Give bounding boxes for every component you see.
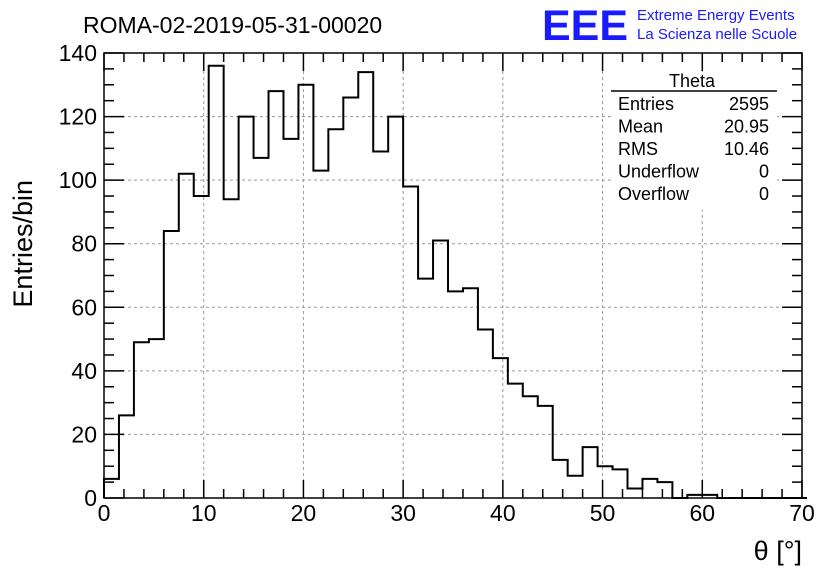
stats-row-label: Entries xyxy=(618,94,674,114)
eee-logo: EEE Extreme Energy Events La Scienza nel… xyxy=(542,2,797,50)
stats-row-value: 0 xyxy=(759,184,769,204)
eee-logo-mark: EEE xyxy=(542,2,628,50)
grid-lines xyxy=(104,53,802,498)
stats-row-value: 2595 xyxy=(729,94,769,114)
stats-row-label: Mean xyxy=(618,117,663,137)
stats-row-value: 0 xyxy=(759,162,769,182)
y-tick-label: 120 xyxy=(59,104,97,130)
y-tick-label: 100 xyxy=(59,167,97,193)
y-tick-labels: 0 20 40 60 80 100 120 140 xyxy=(59,40,97,511)
x-tick-label: 0 xyxy=(98,500,111,526)
stats-row-label: Underflow xyxy=(618,162,700,182)
histogram-series xyxy=(103,64,807,499)
y-tick-label: 80 xyxy=(71,231,97,257)
stats-row-value: 10.46 xyxy=(724,139,769,159)
x-tick-label: 20 xyxy=(291,500,317,526)
x-axis-label: θ [°] xyxy=(754,536,802,566)
y-tick-label: 20 xyxy=(71,421,97,447)
x-tick-label: 70 xyxy=(789,500,815,526)
y-tick-label: 60 xyxy=(71,294,97,320)
x-tick-label: 10 xyxy=(191,500,217,526)
chart-title: ROMA-02-2019-05-31-00020 xyxy=(83,12,382,38)
stats-row-label: RMS xyxy=(618,139,658,159)
x-tick-label: 60 xyxy=(689,500,715,526)
y-tick-label: 40 xyxy=(71,358,97,384)
eee-logo-line2: La Scienza nelle Scuole xyxy=(637,26,797,43)
x-tick-label: 40 xyxy=(490,500,516,526)
stats-box: Theta Entries 2595 Mean 20.95 RMS 10.46 Underf… xyxy=(611,71,777,210)
stats-box-title: Theta xyxy=(669,71,716,91)
x-tick-labels: 0 10 20 30 40 50 60 70 xyxy=(98,500,815,526)
y-tick-label: 140 xyxy=(59,40,97,66)
stats-row-value: 20.95 xyxy=(724,117,769,137)
stats-box-background xyxy=(611,72,777,210)
y-axis-label: Entries/bin xyxy=(8,180,38,308)
y-tick-label: 0 xyxy=(84,485,97,511)
axis-ticks xyxy=(103,52,803,499)
x-tick-label: 50 xyxy=(590,500,616,526)
stats-rows: Entries 2595 Mean 20.95 RMS 10.46 Underflow 0 Ov… xyxy=(618,94,769,204)
stats-row-label: Overflow xyxy=(618,184,690,204)
x-tick-label: 30 xyxy=(390,500,416,526)
eee-logo-line1: Extreme Energy Events xyxy=(637,7,795,24)
